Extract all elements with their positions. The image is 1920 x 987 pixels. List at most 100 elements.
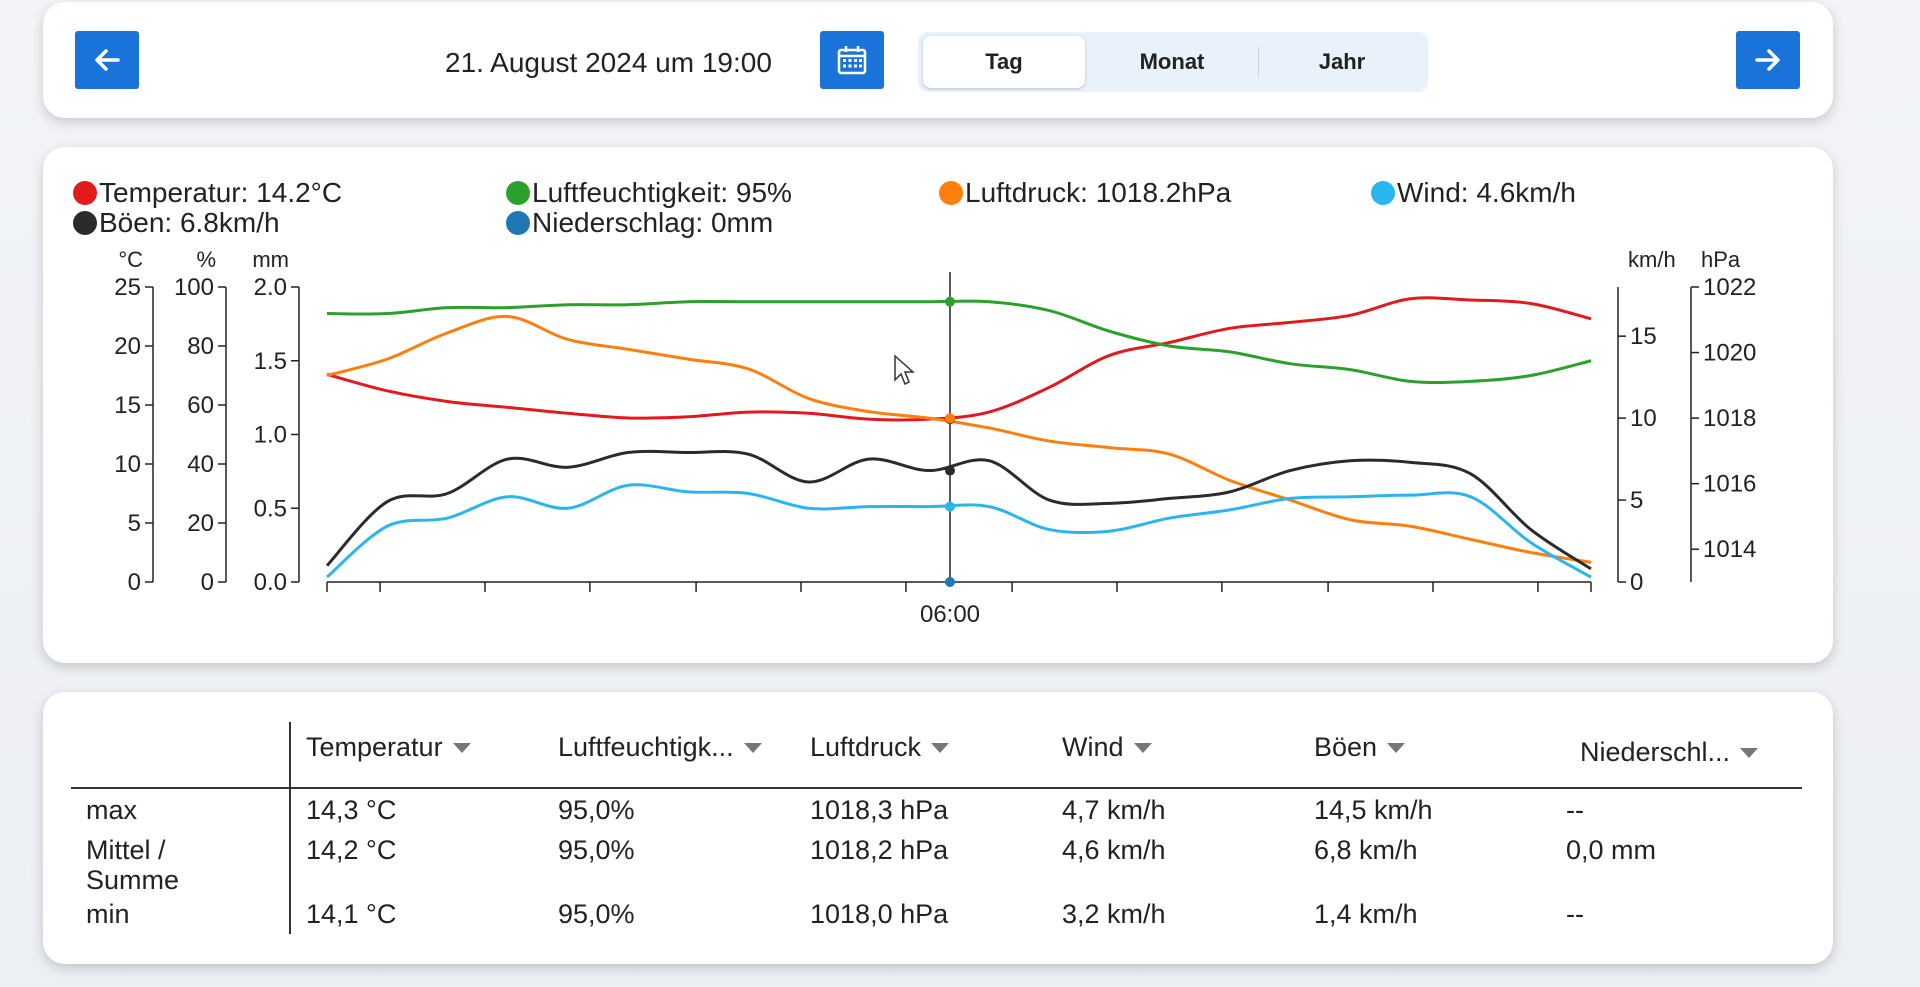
axis-tick-label: 0 [201,569,214,596]
legend-pressure[interactable]: Luftdruck: 1018.2hPa [939,177,1231,209]
sort-caret-icon [1133,742,1152,753]
wind-axis-unit: km/h [1628,247,1676,272]
cell: 14,2 °C [306,835,397,865]
legend-precipitation[interactable]: Niederschlag: 0mm [506,207,773,239]
axis-tick-label: 1016 [1703,471,1756,498]
cell: 1018,2 hPa [810,835,949,865]
header-gusts[interactable]: Böen [1314,732,1406,763]
axis-tick-label: 10 [114,451,141,478]
legend-label: Luftfeuchtigkeit: 95% [532,177,792,208]
cell: 14,3 °C [306,795,397,825]
cursor-point-wind [945,501,955,512]
cursor-point-luftdruck [945,413,955,424]
weather-chart[interactable]: °C0510152025%020406080100mm0.00.51.01.52… [43,147,1833,663]
axis-tick-label: 20 [187,510,214,537]
sort-caret-icon [1740,747,1759,758]
header-precipitation[interactable]: Niederschl... [1580,737,1759,768]
table-header-divider [71,787,1802,789]
row-label-mittel-summe: Mittel / Summe [86,835,180,895]
cursor-point-niederschlag [945,577,955,587]
axis-tick-label: 1020 [1703,340,1756,367]
tab-monat[interactable]: Monat [1139,49,1205,74]
precipitation-axis-unit: mm [252,247,289,272]
temperature-axis-unit: °C [118,247,143,272]
cell: 95,0% [558,899,635,929]
axis-tick-label: 1018 [1703,405,1756,432]
arrow-right-icon [1755,49,1780,71]
legend-wind[interactable]: Wind: 4.6km/h [1371,177,1576,209]
row-label-min: min [86,899,130,929]
tab-tag[interactable]: Tag [923,36,1085,88]
statistics-card: Temperatur Luftfeuchtigk... Luftdruck Wi… [43,692,1833,964]
series-line-luftfeuchtigkeit [326,299,1592,385]
legend-gusts[interactable]: Böen: 6.8km/h [73,207,280,239]
cell: 1018,3 hPa [810,795,949,825]
legend-dot [73,211,97,235]
axis-tick-label: 60 [187,392,214,419]
axis-tick-label: 80 [187,333,214,360]
axis-tick-label: 1022 [1703,274,1756,301]
cell: 1,4 km/h [1314,899,1418,929]
row-label-max: max [86,795,138,825]
header-temperature[interactable]: Temperatur [306,732,471,763]
sort-caret-icon [931,742,950,753]
header-label: Luftfeuchtigk... [558,732,734,762]
axis-tick-label: 25 [114,274,141,301]
series-line-luftdruck [326,314,1592,564]
axis-tick-label: 1.5 [254,348,287,375]
cell: 14,5 km/h [1314,795,1433,825]
header-label: Temperatur [306,732,443,762]
period-switch: Tag Monat Jahr [918,32,1428,92]
axis-tick-label: 20 [114,333,141,360]
date-label: 21. August 2024 um 19:00 [445,47,772,78]
chart-card: Temperatur: 14.2°C Luftfeuchtigkeit: 95%… [43,147,1833,663]
cell: 0,0 mm [1566,835,1657,865]
axis-tick-label: 40 [187,451,214,478]
axis-tick-label: 1.0 [254,422,287,449]
header-humidity[interactable]: Luftfeuchtigk... [558,732,762,763]
header-label: Luftdruck [810,732,922,762]
humidity-axis-unit: % [196,247,216,272]
legend-dot [939,181,963,205]
legend-label: Luftdruck: 1018.2hPa [965,177,1232,208]
tab-separator [1258,46,1259,78]
cell: 95,0% [558,835,635,865]
axis-tick-label: 0 [128,569,141,596]
cursor-point-luftfeuchtigkeit [945,296,955,307]
legend-dot [73,181,97,205]
series-line-temperatur [326,296,1592,422]
legend-dot [506,181,530,205]
header-pressure[interactable]: Luftdruck [810,732,950,763]
cell: -- [1566,795,1584,825]
legend-dot [1371,181,1395,205]
previous-button[interactable] [75,31,139,89]
series-line-wind [326,483,1592,579]
cell: 1018,0 hPa [810,899,949,929]
legend-humidity[interactable]: Luftfeuchtigkeit: 95% [506,177,792,209]
legend-label: Böen: 6.8km/h [99,207,280,238]
table-vertical-divider [289,722,291,934]
axis-tick-label: 1014 [1703,536,1756,563]
date-navigation-card: 21. August 2024 um 19:00 Tag Monat Jahr [43,2,1833,118]
cell: 95,0% [558,795,635,825]
axis-tick-label: 0.5 [254,495,287,522]
header-label: Böen [1314,732,1378,762]
cell: -- [1566,899,1584,929]
tab-jahr[interactable]: Jahr [1318,49,1366,74]
next-button[interactable] [1736,31,1800,89]
pressure-axis-unit: hPa [1701,247,1741,272]
header-wind[interactable]: Wind [1062,732,1152,763]
legend-temperature[interactable]: Temperatur: 14.2°C [73,177,342,209]
axis-tick-label: 5 [128,510,141,537]
x-axis-cursor-label: 06:00 [920,601,980,628]
arrow-left-icon [95,49,120,71]
axis-tick-label: 15 [1630,323,1657,350]
cell: 3,2 km/h [1062,899,1166,929]
axis-tick-label: 10 [1630,405,1657,432]
axis-tick-label: 2.0 [254,274,287,301]
cursor-point-böen [945,465,955,476]
axis-tick-label: 100 [174,274,214,301]
cell: 6,8 km/h [1314,835,1418,865]
calendar-button[interactable] [820,31,884,89]
mouse-pointer-icon [894,354,915,386]
